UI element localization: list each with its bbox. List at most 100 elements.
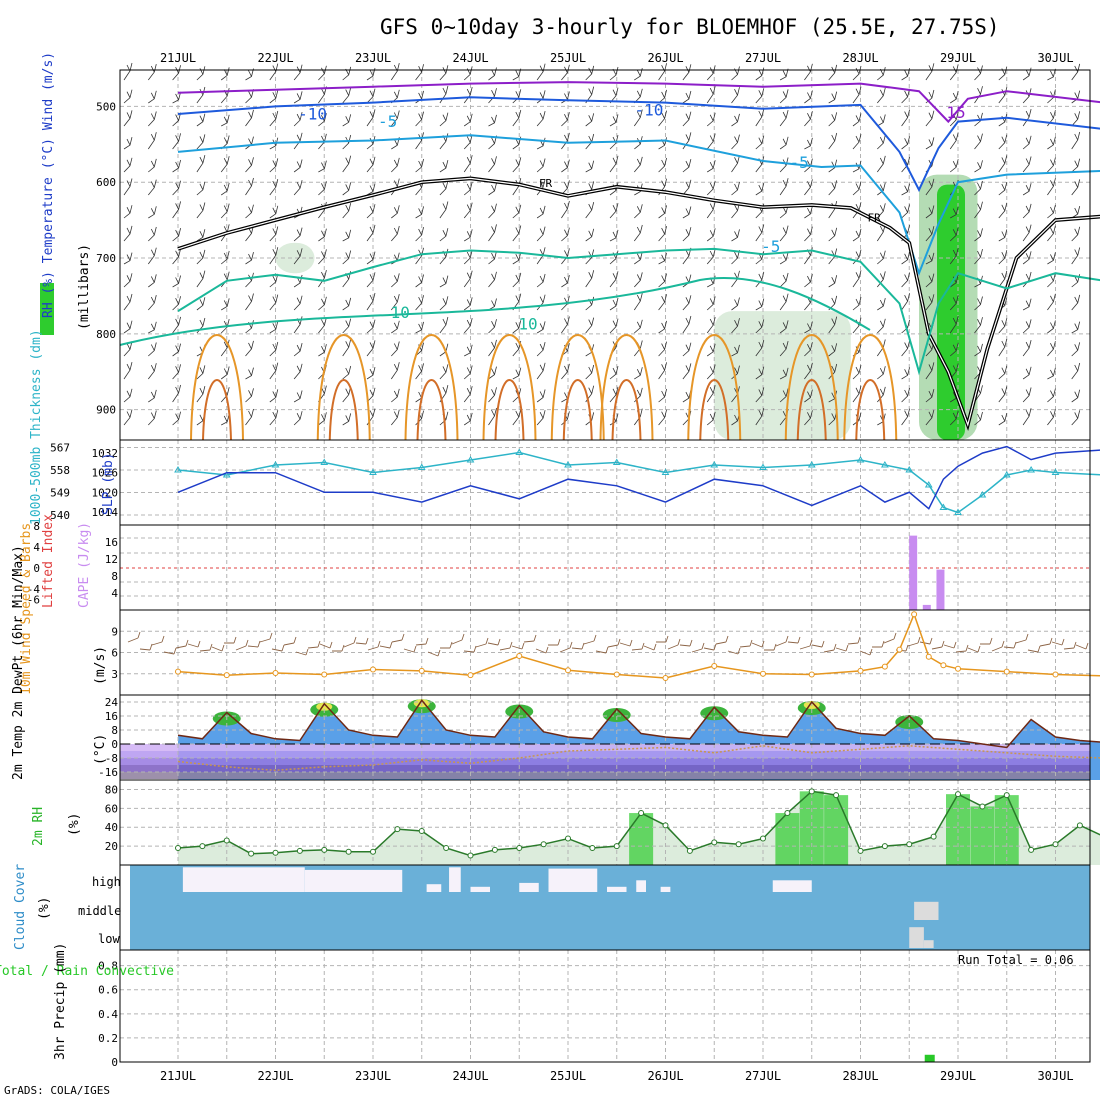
wind10m-barb xyxy=(511,642,525,650)
wind-barb xyxy=(804,111,813,127)
wind-barb xyxy=(269,321,279,334)
contour-label: 10 xyxy=(391,303,410,322)
wind-barb xyxy=(658,226,667,242)
wind-barb xyxy=(779,225,789,242)
wind-barb xyxy=(974,86,983,104)
wind-barb xyxy=(196,386,206,403)
wind-barb xyxy=(779,293,789,311)
contour-plus15 xyxy=(550,334,605,441)
wind-barb xyxy=(366,183,376,196)
temp-band-bg xyxy=(120,716,1090,724)
wind-barb xyxy=(1022,135,1032,150)
rh-line-point xyxy=(735,841,742,848)
wind10m-barb xyxy=(295,648,309,656)
wind-barb xyxy=(488,271,497,288)
wind-barb xyxy=(415,321,424,334)
y-tick-label: 60 xyxy=(105,802,118,815)
wind-barb xyxy=(463,155,473,173)
wind10m-barb xyxy=(259,632,273,643)
rh-shading xyxy=(275,174,978,440)
wind10m-barb xyxy=(764,643,777,651)
wind-barb xyxy=(172,159,181,173)
wind-barb xyxy=(293,91,303,104)
wind-barb xyxy=(536,321,546,334)
wind-barb xyxy=(1047,409,1056,426)
cloud-cover-label: Cloud Cover xyxy=(13,864,28,950)
wind-barb xyxy=(585,160,595,173)
wind-barb xyxy=(706,228,716,242)
wind-barb xyxy=(1071,226,1081,242)
wind-barb xyxy=(245,68,254,81)
wind-barb xyxy=(949,64,959,81)
wind-barb xyxy=(706,112,716,127)
wind-barb xyxy=(269,158,279,173)
date-tick-label: 24JUL xyxy=(452,1069,488,1083)
y-tick-label: 8 xyxy=(111,570,118,583)
wind-barb xyxy=(220,250,230,265)
rh-line-point xyxy=(906,841,913,848)
wind10m-barb xyxy=(475,637,489,648)
wind-barb xyxy=(998,338,1008,357)
wind10m-barb xyxy=(619,639,633,647)
wind-barb xyxy=(779,136,789,150)
wind-barb xyxy=(901,251,910,265)
upper-air-panel: 15 -10 -5 -10 -5 FR FR -5 10 10 500 600 700 800 900 R… xyxy=(40,52,1100,441)
cloud-high-bar xyxy=(426,884,442,892)
wind-barb xyxy=(269,294,279,311)
wind-barb xyxy=(148,342,157,357)
wind-barb xyxy=(148,410,157,426)
contour-label: -5 xyxy=(378,112,397,131)
wind-barb xyxy=(488,88,497,104)
wind10m-barb xyxy=(919,637,933,645)
wind-barb xyxy=(706,248,716,265)
y-tick-label: 8 xyxy=(111,724,118,737)
y-tick-label: 20 xyxy=(105,840,118,853)
wind-barb xyxy=(342,155,352,173)
wind-barb xyxy=(828,363,838,380)
contour-plus20 xyxy=(416,379,447,441)
wind-barb xyxy=(1022,271,1032,288)
wind10m-line-point xyxy=(896,646,903,653)
wind-barb xyxy=(293,180,303,196)
wind-barb xyxy=(609,386,619,403)
wind-barb xyxy=(609,318,619,334)
wind-barb xyxy=(998,365,1008,380)
wind-barb xyxy=(269,247,279,265)
wind-barb xyxy=(658,110,667,127)
contour-plus5 xyxy=(177,247,1100,376)
wind-barb xyxy=(245,293,254,311)
wind-barb xyxy=(318,344,327,357)
wind-barb xyxy=(682,90,692,104)
wind-barb xyxy=(439,160,449,173)
wind10m-barb xyxy=(1003,641,1017,649)
wind10m-barb xyxy=(535,646,549,654)
cloud-high-bar xyxy=(449,867,461,892)
wind-barb xyxy=(488,156,497,173)
wind-barb xyxy=(342,203,352,219)
wind10m-barb xyxy=(991,640,1005,652)
wind-barb xyxy=(1022,251,1032,265)
wind-barb xyxy=(852,86,862,104)
wind-barb xyxy=(1047,320,1056,334)
wind-barb xyxy=(779,68,789,81)
wind-barb xyxy=(755,366,765,380)
wind-barb xyxy=(755,339,765,357)
cloud-low-bar xyxy=(923,940,934,948)
wind-barb xyxy=(269,110,279,127)
wind-barb xyxy=(634,367,643,380)
y-tick-label: 1026 xyxy=(92,467,119,480)
wind-barb xyxy=(536,158,546,173)
wind10m-line-point xyxy=(467,672,474,679)
wind-barb xyxy=(269,90,279,104)
rh-line-point xyxy=(516,845,523,851)
wind-barb xyxy=(390,362,400,380)
wind-barb xyxy=(390,294,400,311)
wind-barb xyxy=(925,110,935,127)
thickness-line-point xyxy=(661,468,670,475)
wind-barb xyxy=(1047,225,1056,242)
wind10m-barb xyxy=(247,640,261,648)
wind-barb xyxy=(585,270,595,288)
cloud-high-bar xyxy=(548,868,598,892)
wind-barb xyxy=(123,409,133,426)
